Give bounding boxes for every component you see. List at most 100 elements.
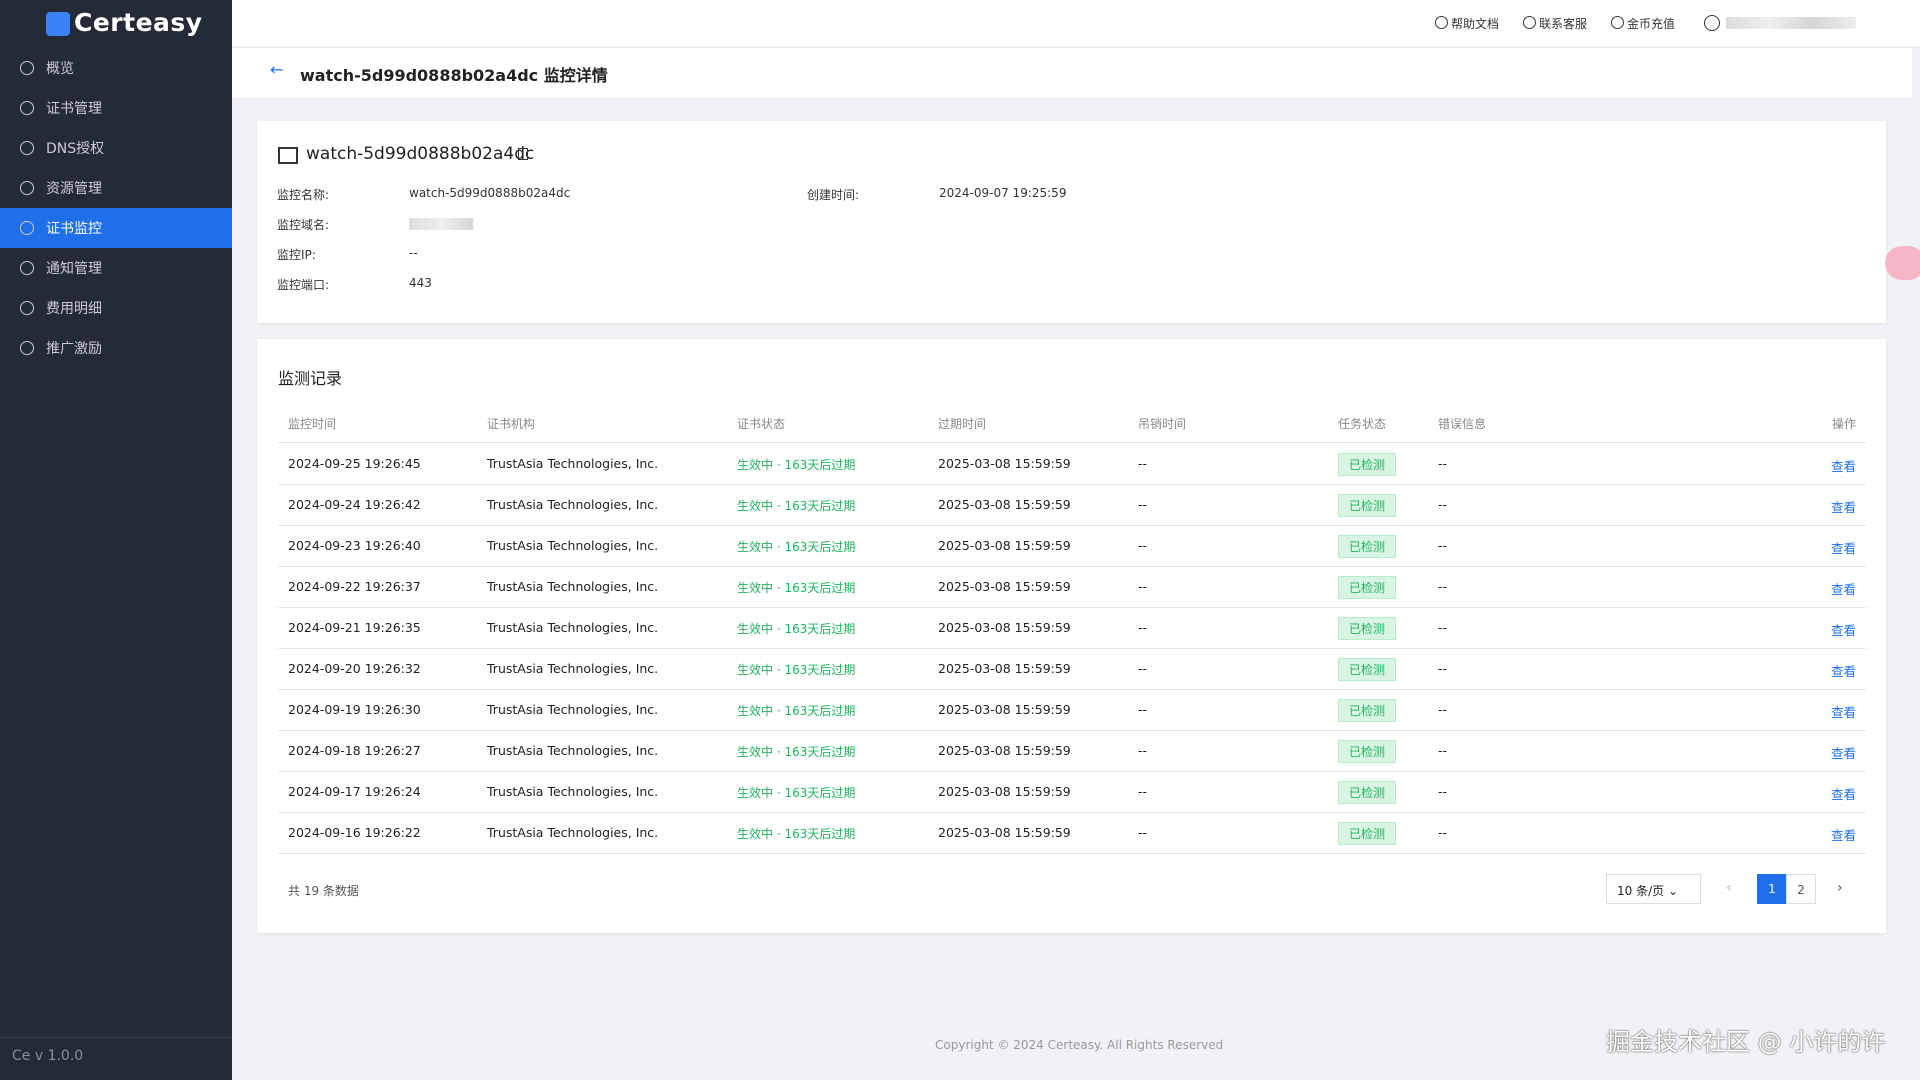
header-link[interactable]: 帮助文档 [1451,17,1500,31]
detail-name: watch-5d99d0888b02a4dc [306,144,535,164]
cell: TrustAsia Technologies, Inc. [487,620,659,635]
divider [0,1037,232,1038]
detail-card [257,121,1886,323]
header-icon [1435,16,1448,29]
menu-icon [20,341,34,355]
menu-icon [20,301,34,315]
next-page[interactable]: › [1837,880,1843,896]
column-header: 证书机构 [487,417,536,431]
page-size: 10 条/页 [1617,884,1665,898]
cert-status: 生效中 · 163天后过期 [737,663,856,677]
cert-status: 生效中 · 163天后过期 [737,704,856,718]
cell: -- [1138,456,1148,471]
logo [46,12,70,36]
menu-item[interactable]: 资源管理 [46,181,102,197]
cell: 2025-03-08 15:59:59 [938,538,1071,553]
task-status: 已检测 [1338,822,1397,845]
row-divider [278,648,1866,649]
breadcrumb-bar: ← [232,48,1912,98]
cell: -- [1438,538,1448,553]
row-divider [278,607,1866,608]
view-link[interactable]: 查看 [1830,828,1856,843]
view-link[interactable]: 查看 [1830,746,1856,761]
cell: TrustAsia Technologies, Inc. [487,825,659,840]
view-link[interactable]: 查看 [1830,541,1856,556]
view-link[interactable]: 查看 [1830,582,1856,597]
copy-icon[interactable] [518,148,528,160]
cell: -- [1138,825,1148,840]
cell: -- [1438,825,1448,840]
menu-icon [20,261,34,275]
column-header: 操作 [1831,417,1856,431]
cell: TrustAsia Technologies, Inc. [487,702,659,717]
cert-status: 生效中 · 163天后过期 [737,581,856,595]
float-button[interactable] [1885,246,1920,280]
cell: -- [1138,620,1148,635]
menu-item[interactable]: 费用明细 [46,301,102,317]
cell: -- [1138,743,1148,758]
cell: 2024-09-20 19:26:32 [288,661,421,676]
view-link[interactable]: 查看 [1830,705,1856,720]
menu-icon [20,101,34,115]
field-label: 创建时间: [807,188,860,202]
task-status: 已检测 [1338,699,1397,722]
task-status: 已检测 [1338,740,1397,763]
cell: TrustAsia Technologies, Inc. [487,579,659,594]
page-button[interactable]: 1 [1757,874,1787,904]
cell: -- [1438,702,1448,717]
menu-item[interactable]: 推广激励 [46,341,102,357]
sidebar: Certeasy Ce v 1.0.0 概览 证书管理 DNS授权 资源管理 证书监控通… [0,0,232,1080]
menu-item[interactable]: 通知管理 [46,261,102,277]
cell: -- [1138,661,1148,676]
field-label: 监控名称: [277,188,330,202]
column-header: 任务状态 [1338,417,1387,431]
cell: 2024-09-19 19:26:30 [288,702,421,717]
view-link[interactable]: 查看 [1830,623,1856,638]
cert-status: 生效中 · 163天后过期 [737,745,856,759]
cell: TrustAsia Technologies, Inc. [487,497,659,512]
avatar[interactable] [1704,15,1720,31]
menu-item[interactable]: 概览 [46,61,74,77]
menu-item[interactable]: DNS授权 [46,141,105,157]
field-label: 监控端口: [277,278,330,292]
field-blur [409,218,473,230]
column-header: 吊销时间 [1138,417,1187,431]
menu-icon [20,181,34,195]
back-arrow[interactable]: ← [270,60,284,79]
cell: TrustAsia Technologies, Inc. [487,784,659,799]
field-value: watch-5d99d0888b02a4dc [409,186,571,200]
header-icon [1523,16,1536,29]
cell: TrustAsia Technologies, Inc. [487,743,659,758]
header-link[interactable]: 金币充值 [1627,17,1676,31]
cell: -- [1138,538,1148,553]
view-link[interactable]: 查看 [1830,459,1856,474]
page-button[interactable]: 2 [1786,874,1816,904]
cell: TrustAsia Technologies, Inc. [487,456,659,471]
field-label: 监控域名: [277,218,330,232]
menu-icon [20,221,34,235]
cell: 2025-03-08 15:59:59 [938,579,1071,594]
task-status: 已检测 [1338,781,1397,804]
cell: 2025-03-08 15:59:59 [938,661,1071,676]
cell: 2025-03-08 15:59:59 [938,456,1071,471]
cell: 2024-09-23 19:26:40 [288,538,421,553]
cell: -- [1438,456,1448,471]
cert-status: 生效中 · 163天后过期 [737,458,856,472]
watermark: 掘金技术社区 @ 小许的许 [1606,1028,1886,1056]
view-link[interactable]: 查看 [1830,787,1856,802]
cell: 2024-09-16 19:26:22 [288,825,421,840]
field-value: -- [409,246,418,260]
cell: TrustAsia Technologies, Inc. [487,661,659,676]
page-size-select[interactable]: 10 条/页 ⌄ [1606,874,1701,904]
cell: 2025-03-08 15:59:59 [938,825,1071,840]
view-link[interactable]: 查看 [1830,664,1856,679]
row-divider [278,771,1866,772]
header-link[interactable]: 联系客服 [1539,17,1588,31]
menu-item[interactable]: 证书管理 [46,101,102,117]
cell: -- [1438,620,1448,635]
cell: 2025-03-08 15:59:59 [938,743,1071,758]
prev-page[interactable]: ‹ [1726,880,1732,896]
column-header: 错误信息 [1438,417,1487,431]
menu-item[interactable]: 证书监控 [0,208,232,248]
view-link[interactable]: 查看 [1830,500,1856,515]
